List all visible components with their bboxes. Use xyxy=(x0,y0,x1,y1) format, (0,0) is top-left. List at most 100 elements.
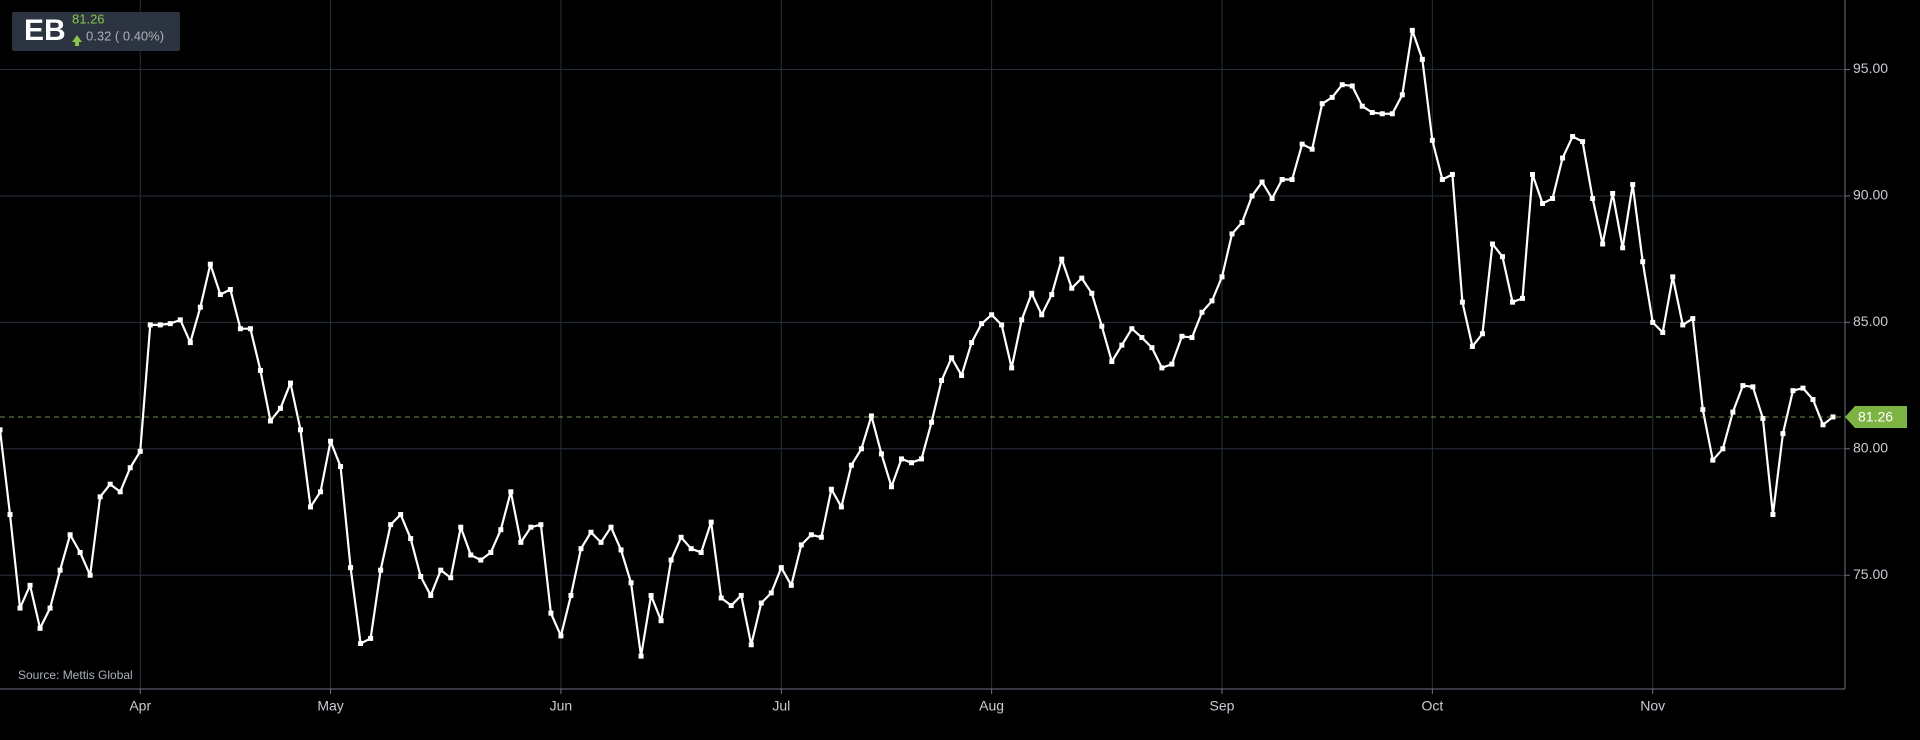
point xyxy=(858,446,864,452)
point xyxy=(1600,241,1606,247)
y-tick-label: 90.00 xyxy=(1853,187,1888,203)
point xyxy=(438,567,444,573)
point xyxy=(728,603,734,609)
point xyxy=(1820,422,1826,428)
point xyxy=(137,448,143,454)
point xyxy=(1509,299,1515,305)
point xyxy=(448,575,454,581)
point xyxy=(1760,415,1766,421)
point xyxy=(989,312,995,318)
point xyxy=(157,322,163,328)
point xyxy=(658,618,664,624)
point xyxy=(1209,298,1215,304)
point xyxy=(878,451,884,457)
point xyxy=(1099,323,1105,329)
point xyxy=(1179,333,1185,339)
point xyxy=(1299,141,1305,147)
x-tick-label: Jun xyxy=(550,698,573,714)
point xyxy=(528,524,534,530)
point xyxy=(187,340,193,346)
point xyxy=(1399,92,1405,98)
point xyxy=(738,592,744,598)
point xyxy=(308,504,314,510)
point xyxy=(1479,331,1485,337)
x-tick-label: May xyxy=(317,698,343,714)
point xyxy=(758,600,764,606)
point xyxy=(1439,177,1445,183)
point xyxy=(328,438,334,444)
point xyxy=(818,534,824,540)
point xyxy=(0,427,3,433)
point xyxy=(1059,256,1065,262)
point xyxy=(1580,139,1586,145)
point xyxy=(868,413,874,419)
point xyxy=(408,536,414,542)
point xyxy=(1029,290,1035,296)
point xyxy=(388,522,394,528)
price-line xyxy=(0,29,1834,658)
point xyxy=(1830,414,1836,420)
x-tick-label: Aug xyxy=(979,698,1004,714)
point xyxy=(1379,111,1385,117)
point xyxy=(788,582,794,588)
point xyxy=(1249,193,1255,199)
point xyxy=(97,494,103,500)
y-tick-label: 75.00 xyxy=(1853,566,1888,582)
point xyxy=(1279,177,1285,183)
point xyxy=(939,378,945,384)
point xyxy=(1550,195,1556,201)
point xyxy=(227,287,233,293)
point xyxy=(27,582,33,588)
source: Source: Mettis Global xyxy=(18,668,133,682)
point xyxy=(1459,299,1465,305)
point xyxy=(1039,312,1045,318)
point xyxy=(558,633,564,639)
point xyxy=(588,529,594,535)
point xyxy=(17,605,23,611)
point xyxy=(267,418,273,424)
y-tick-label: 85.00 xyxy=(1853,313,1888,329)
point xyxy=(1049,292,1055,298)
point xyxy=(1469,343,1475,349)
point xyxy=(1019,317,1025,323)
point xyxy=(1169,361,1175,367)
price-tag-label: 81.26 xyxy=(1858,409,1893,425)
y-tick-label: 95.00 xyxy=(1853,60,1888,76)
point xyxy=(949,355,955,361)
ticker-symbol: EB xyxy=(24,14,66,47)
point xyxy=(1369,110,1375,116)
point xyxy=(748,642,754,648)
point xyxy=(618,547,624,553)
point xyxy=(1199,309,1205,315)
point xyxy=(127,465,133,471)
point xyxy=(698,549,704,555)
point xyxy=(959,372,965,378)
point xyxy=(1089,290,1095,296)
point xyxy=(207,261,213,267)
point xyxy=(338,463,344,469)
point xyxy=(1499,254,1505,260)
point xyxy=(578,546,584,552)
ticker-box: EB 81.26 0.32 ( 0.40%) xyxy=(12,11,180,51)
point xyxy=(1780,431,1786,437)
point xyxy=(1710,457,1716,463)
point xyxy=(1239,220,1245,226)
point xyxy=(628,580,634,586)
point xyxy=(1289,177,1295,183)
point xyxy=(428,592,434,598)
point xyxy=(888,484,894,490)
point xyxy=(1079,275,1085,281)
point xyxy=(909,460,914,466)
point xyxy=(1319,101,1325,107)
point xyxy=(1630,182,1636,188)
point xyxy=(919,456,925,462)
point xyxy=(1560,155,1566,161)
point xyxy=(67,532,73,538)
point xyxy=(1189,335,1195,341)
point xyxy=(1339,82,1345,88)
point xyxy=(1109,359,1115,365)
x-tick-label: Jul xyxy=(772,698,790,714)
point xyxy=(1329,94,1335,100)
point xyxy=(828,486,834,492)
